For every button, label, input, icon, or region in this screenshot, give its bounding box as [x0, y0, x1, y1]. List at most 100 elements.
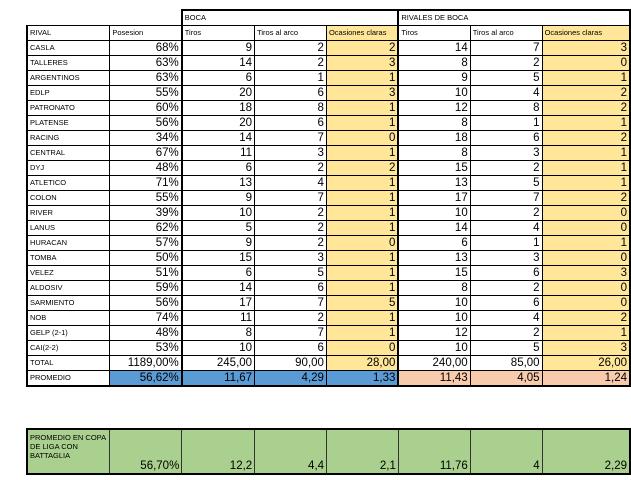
cell-boca-tiros-arco: 3 [254, 250, 327, 266]
cell-rivales-tiros: 17 [397, 190, 471, 206]
cell-boca-tiros: 245,00 [180, 355, 256, 371]
cell-boca-tiros-arco: 6 [254, 280, 327, 296]
table-row: PATRONATO 60% 18 8 1 12 8 2 [26, 100, 631, 116]
cell-rivales-tiros-arco: 5 [469, 70, 543, 86]
cell-posesion: 53% [109, 340, 183, 356]
cell-rivales-ocasiones: 1 [541, 175, 631, 191]
cell-rivales-tiros-arco: 4 [469, 428, 543, 475]
header-rivales-tiros-arco: Tiros al arco [469, 25, 543, 41]
header-rival: RIVAL [26, 25, 111, 41]
cell-rivales-tiros: 15 [397, 160, 471, 176]
cell-rivales-tiros-arco: 2 [469, 205, 543, 221]
cell-boca-ocasiones: 1 [325, 70, 399, 86]
cell-rivales-ocasiones: 1,24 [541, 370, 631, 387]
cell-boca-tiros: 20 [180, 115, 256, 131]
cell-posesion: 39% [109, 205, 183, 221]
header-boca-tiros: Tiros [180, 25, 256, 41]
cell-boca-tiros-arco: 2 [254, 160, 327, 176]
cell-posesion: 67% [109, 145, 183, 161]
cell-rival: ARGENTINOS [26, 70, 111, 86]
promedio-row: PROMEDIO 56,62% 11,67 4,29 1,33 11,43 4,05 1,24 [26, 370, 631, 387]
cell-boca-tiros-arco: 7 [254, 325, 327, 341]
cell-boca-tiros: 10 [180, 340, 256, 356]
cell-posesion: 55% [109, 190, 183, 206]
table-row: CENTRAL 67% 11 3 1 8 3 1 [26, 145, 631, 161]
table-row: TALLERES 63% 14 2 3 8 2 0 [26, 55, 631, 71]
cell-boca-ocasiones: 2,1 [326, 428, 399, 475]
cell-rivales-tiros: 11,43 [397, 370, 471, 387]
cell-posesion: 62% [109, 220, 183, 236]
cell-boca-ocasiones: 2 [325, 40, 399, 56]
cell-boca-tiros-arco: 2 [254, 235, 327, 251]
cell-boca-tiros-arco: 2 [254, 310, 327, 326]
cell-rivales-ocasiones: 0 [541, 55, 631, 71]
table-row: RACING 34% 14 7 0 18 6 2 [26, 130, 631, 146]
table-row: SARMIENTO 56% 17 7 5 10 6 0 [26, 295, 631, 311]
cell-boca-ocasiones: 0 [325, 130, 399, 146]
cell-rivales-ocasiones: 1 [541, 70, 631, 86]
cell-posesion: 56,70% [109, 428, 183, 475]
cell-rival: CASLA [26, 40, 111, 56]
table-row: CASLA 68% 9 2 2 14 7 3 [26, 40, 631, 56]
cell-boca-ocasiones: 1 [325, 190, 399, 206]
table-row: NOB 74% 11 2 1 10 4 2 [26, 310, 631, 326]
cell-rivales-tiros: 10 [397, 85, 471, 101]
cell-rivales-ocasiones: 0 [541, 205, 631, 221]
table-row: DYJ 48% 6 2 2 15 2 1 [26, 160, 631, 176]
cell-boca-tiros: 14 [180, 130, 256, 146]
cell-rivales-tiros: 10 [397, 340, 471, 356]
cell-rivales-tiros-arco: 85,00 [469, 355, 543, 371]
cell-rivales-ocasiones: 1 [541, 160, 631, 176]
cell-boca-ocasiones: 1 [325, 310, 399, 326]
cell-rivales-tiros-arco: 4 [469, 220, 543, 236]
cell-posesion: 56,62% [109, 370, 183, 387]
cell-boca-tiros: 17 [180, 295, 256, 311]
cell-posesion: 74% [109, 310, 183, 326]
cell-boca-tiros-arco: 7 [254, 295, 327, 311]
cell-boca-ocasiones: 0 [325, 340, 399, 356]
cell-rivales-tiros-arco: 4 [469, 310, 543, 326]
battaglia-table: PROMEDIO EN COPA DE LIGA CON BATTAGLIA 56… [26, 428, 631, 475]
table-row: RIVER 39% 10 2 1 10 2 0 [26, 205, 631, 221]
cell-rivales-ocasiones: 1 [541, 325, 631, 341]
cell-posesion: 57% [109, 235, 183, 251]
cell-rival: ALDOSIV [26, 280, 111, 296]
cell-rival: RACING [26, 130, 111, 146]
cell-boca-tiros-arco: 90,00 [254, 355, 327, 371]
cell-rivales-tiros: 14 [397, 220, 471, 236]
table-row: CAI(2-2) 53% 10 6 0 10 5 3 [26, 340, 631, 356]
cell-boca-tiros: 14 [180, 280, 256, 296]
cell-rivales-ocasiones: 1 [541, 115, 631, 131]
cell-rivales-tiros: 12 [397, 100, 471, 116]
cell-rivales-tiros-arco: 6 [469, 295, 543, 311]
cell-posesion: 1189,00% [109, 355, 183, 371]
cell-rivales-ocasiones: 1 [541, 145, 631, 161]
cell-posesion: 48% [109, 160, 183, 176]
cell-rivales-tiros-arco: 3 [469, 145, 543, 161]
cell-rivales-tiros: 13 [397, 175, 471, 191]
table-row: LANUS 62% 5 2 1 14 4 0 [26, 220, 631, 236]
cell-rivales-ocasiones: 2 [541, 85, 631, 101]
cell-boca-ocasiones: 1 [325, 220, 399, 236]
cell-rival: SARMIENTO [26, 295, 111, 311]
cell-rivales-tiros: 8 [397, 55, 471, 71]
cell-boca-ocasiones: 1 [325, 265, 399, 281]
cell-posesion: 63% [109, 55, 183, 71]
cell-rivales-tiros-arco: 1 [469, 115, 543, 131]
cell-boca-ocasiones: 1 [325, 325, 399, 341]
cell-rivales-tiros-arco: 7 [469, 190, 543, 206]
cell-boca-tiros: 5 [180, 220, 256, 236]
cell-rivales-tiros: 10 [397, 295, 471, 311]
cell-rivales-ocasiones: 2,29 [541, 428, 631, 475]
table-row: COLON 55% 9 7 1 17 7 2 [26, 190, 631, 206]
cell-rivales-tiros-arco: 5 [469, 340, 543, 356]
cell-rivales-tiros: 10 [397, 310, 471, 326]
cell-posesion: 68% [109, 40, 183, 56]
cell-boca-tiros-arco: 7 [254, 190, 327, 206]
cell-boca-tiros-arco: 6 [254, 115, 327, 131]
cell-boca-tiros-arco: 8 [254, 100, 327, 116]
cell-rivales-ocasiones: 0 [541, 295, 631, 311]
cell-boca-ocasiones: 1 [325, 100, 399, 116]
cell-rival: DYJ [26, 160, 111, 176]
cell-rivales-tiros-arco: 8 [469, 100, 543, 116]
